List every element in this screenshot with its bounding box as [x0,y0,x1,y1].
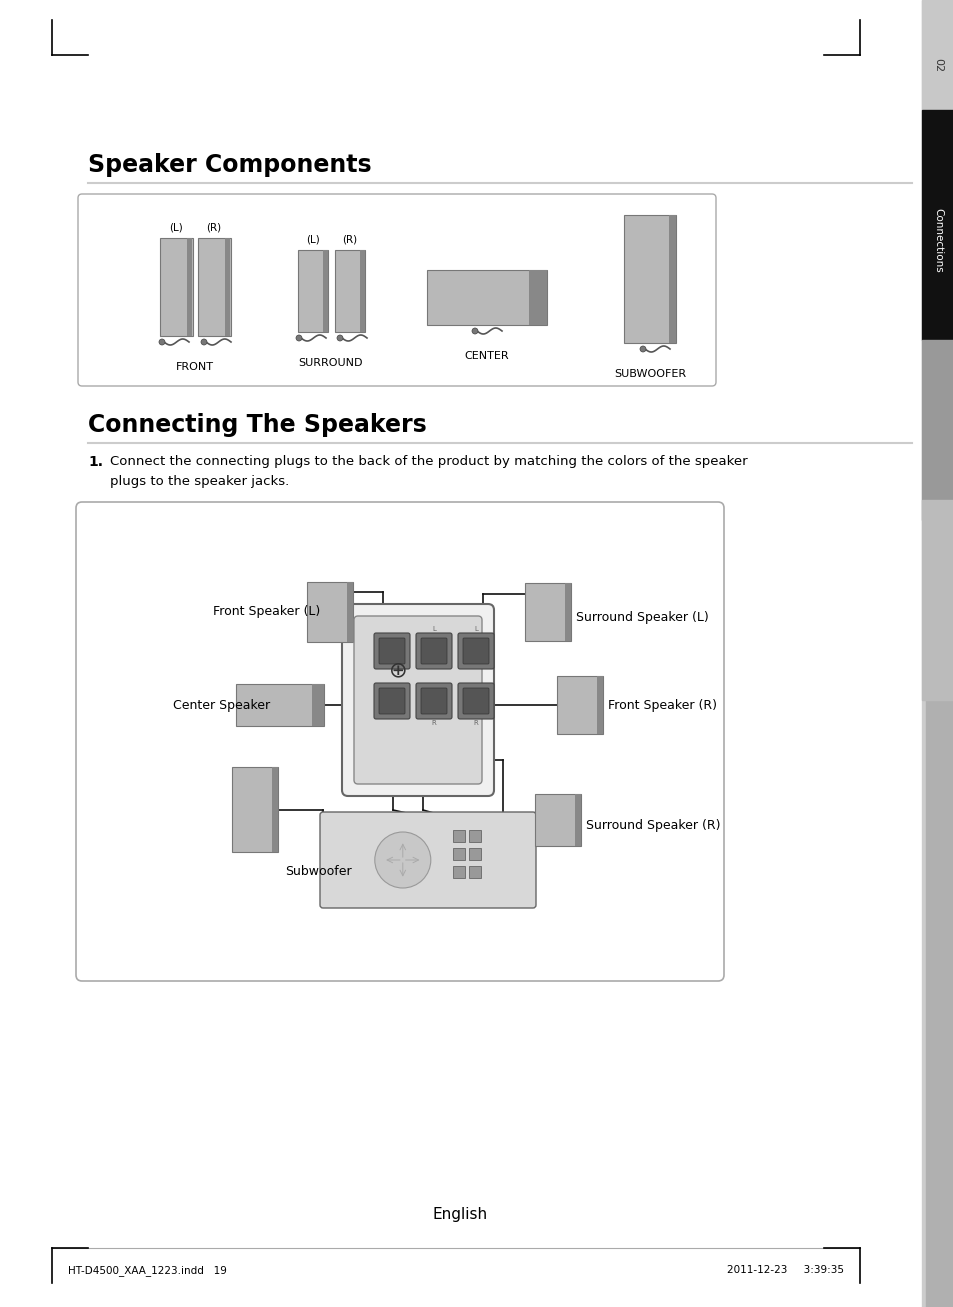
Text: Speaker Components: Speaker Components [88,153,372,176]
Bar [921,0,953,110]
Bar [921,110,953,340]
FancyBboxPatch shape [462,687,489,714]
FancyBboxPatch shape [374,684,410,719]
FancyBboxPatch shape [319,812,536,908]
Text: Front Speaker (R): Front Speaker (R) [607,698,717,711]
Bar [335,250,365,332]
Bar [187,238,192,336]
Circle shape [472,328,477,335]
FancyBboxPatch shape [416,684,452,719]
Bar [198,238,231,336]
Text: CENTER: CENTER [464,352,509,361]
Circle shape [336,335,343,341]
FancyBboxPatch shape [420,638,447,664]
FancyBboxPatch shape [420,687,447,714]
Text: 2011-12-23     3:39:35: 2011-12-23 3:39:35 [726,1265,843,1276]
Text: Connect the connecting plugs to the back of the product by matching the colors o: Connect the connecting plugs to the back… [110,455,747,468]
Text: (R): (R) [206,223,221,233]
Bar [921,501,953,701]
Bar [272,767,277,852]
Bar [535,793,580,846]
FancyBboxPatch shape [78,193,716,386]
Bar [469,867,480,878]
Bar [347,582,353,642]
Bar [359,250,365,332]
FancyBboxPatch shape [374,633,410,669]
FancyBboxPatch shape [378,687,405,714]
Text: plugs to the speaker jacks.: plugs to the speaker jacks. [110,474,289,488]
Bar [921,340,953,520]
Text: SUBWOOFER: SUBWOOFER [614,369,685,379]
Bar [597,676,602,735]
Bar [453,830,465,842]
Text: FRONT: FRONT [175,362,213,372]
Bar [235,684,324,725]
Bar [297,250,328,332]
Bar [232,767,277,852]
Bar [623,214,676,342]
Text: (L): (L) [169,223,183,233]
FancyBboxPatch shape [457,633,494,669]
Bar [307,582,353,642]
Bar [469,830,480,842]
Text: L: L [432,626,436,633]
Circle shape [159,339,165,345]
Bar [529,271,546,325]
FancyBboxPatch shape [76,502,723,982]
Bar [524,583,571,640]
Bar [668,214,676,342]
Text: Connecting The Speakers: Connecting The Speakers [88,413,426,437]
Bar [925,0,953,1307]
Text: (R): (R) [342,235,357,244]
Circle shape [295,335,302,341]
Text: Center Speaker: Center Speaker [172,698,270,711]
Bar [921,0,953,1307]
Text: R: R [473,720,477,725]
Text: English: English [432,1206,487,1222]
Text: Surround Speaker (R): Surround Speaker (R) [585,818,720,831]
Circle shape [375,833,431,887]
Text: ⊕: ⊕ [388,660,407,680]
Bar [557,676,602,735]
Bar [453,848,465,860]
Text: (L): (L) [306,235,319,244]
Bar [225,238,230,336]
Text: SURROUND: SURROUND [298,358,363,369]
Text: Front Speaker (L): Front Speaker (L) [213,605,319,618]
Bar [453,867,465,878]
FancyBboxPatch shape [378,638,405,664]
Bar [427,271,546,325]
FancyBboxPatch shape [462,638,489,664]
Text: R: R [431,720,436,725]
Circle shape [639,346,645,352]
Circle shape [201,339,207,345]
Bar [469,848,480,860]
Bar [575,793,580,846]
Text: 1.: 1. [88,455,103,469]
Bar [160,238,193,336]
Text: Subwoofer: Subwoofer [285,865,352,878]
Text: 02: 02 [932,58,942,72]
Text: L: L [474,626,477,633]
Text: HT-D4500_XAA_1223.indd   19: HT-D4500_XAA_1223.indd 19 [68,1265,227,1276]
Bar [564,583,571,640]
Text: Surround Speaker (L): Surround Speaker (L) [576,610,708,623]
FancyBboxPatch shape [341,604,494,796]
FancyBboxPatch shape [354,616,481,784]
FancyBboxPatch shape [457,684,494,719]
Text: Connections: Connections [932,208,942,272]
FancyBboxPatch shape [416,633,452,669]
Bar [323,250,328,332]
Bar [312,684,324,725]
